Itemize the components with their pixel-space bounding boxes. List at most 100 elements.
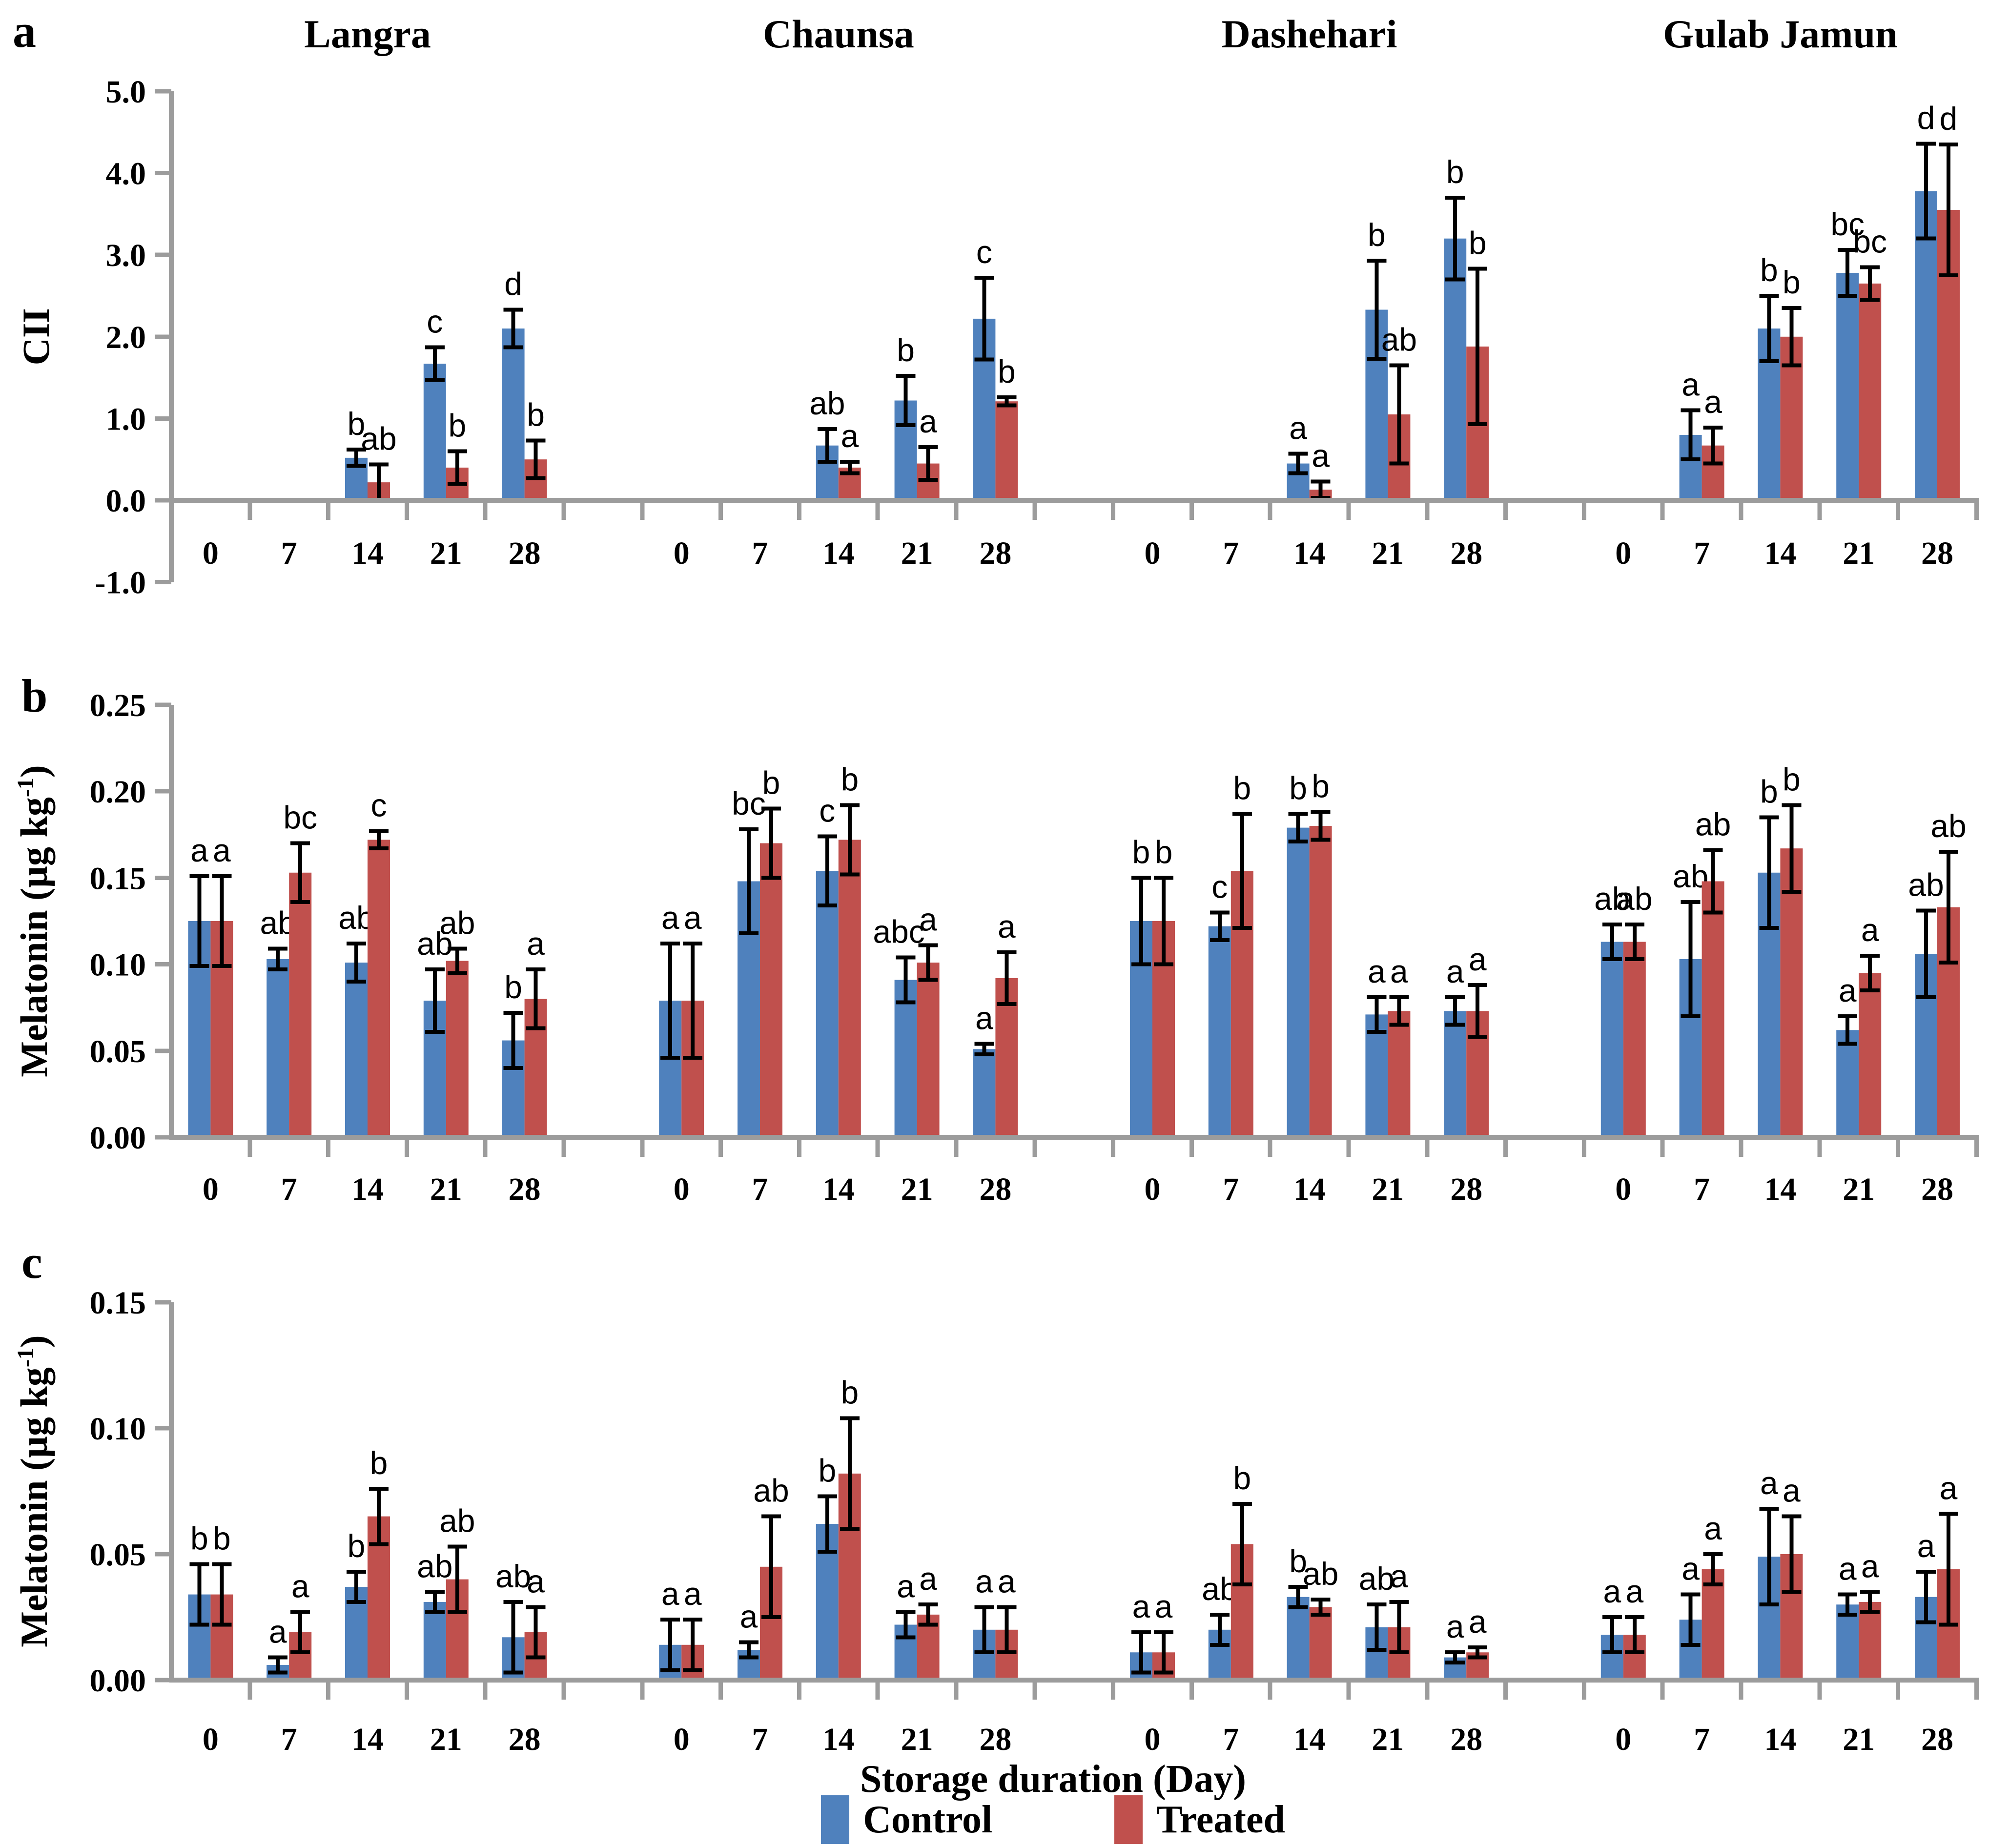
- sig-letter: a: [1681, 367, 1700, 403]
- y-tick-label: 0.00: [90, 1120, 146, 1156]
- x-tick-label: 14: [822, 535, 855, 571]
- bar-treated-day7: [289, 872, 312, 1137]
- sig-letter: ab: [417, 925, 452, 962]
- sig-letter: b: [1760, 773, 1778, 809]
- bar-treated-day21: [446, 961, 469, 1137]
- y-tick-label: 0.0: [106, 483, 146, 519]
- sig-letter: bc: [1830, 206, 1865, 242]
- sig-letter: ab: [1930, 808, 1966, 844]
- y-tick-label: 0.10: [90, 1411, 146, 1447]
- sig-letter: c: [1211, 868, 1228, 904]
- x-tick-label: 21: [1843, 535, 1875, 571]
- x-tick-label: 14: [1293, 1171, 1326, 1207]
- sig-letter: a: [1783, 1473, 1801, 1509]
- sig-letter: a: [919, 1561, 937, 1597]
- x-axis-title: Storage duration (Day): [860, 1758, 1247, 1801]
- sig-letter: a: [661, 1576, 679, 1612]
- sig-letter: bc: [283, 800, 317, 836]
- x-tick-label: 21: [1372, 1722, 1404, 1757]
- bar-control-day28: [1444, 1011, 1467, 1137]
- sig-letter: a: [919, 403, 937, 439]
- x-tick-label: 14: [1764, 1171, 1796, 1207]
- x-tick-label: 7: [1694, 1722, 1710, 1757]
- sig-letter: ab: [439, 905, 475, 941]
- x-tick-label: 7: [752, 1171, 768, 1207]
- y-axis-title: CII: [15, 308, 57, 365]
- sig-letter: b: [1783, 761, 1801, 798]
- x-tick-label: 28: [1450, 1722, 1482, 1757]
- y-tick-label: 3.0: [106, 238, 146, 273]
- x-tick-label: 7: [752, 1722, 768, 1757]
- sig-letter: a: [1625, 1573, 1643, 1609]
- sig-letter: b: [448, 407, 466, 443]
- bar-control-day21: [423, 364, 446, 500]
- x-tick-label: 14: [351, 535, 384, 571]
- x-tick-label: 28: [509, 1171, 541, 1207]
- variety-title: Chaunsa: [763, 12, 914, 56]
- bar-treated-day14: [1780, 848, 1803, 1137]
- sig-letter: b: [1760, 252, 1778, 288]
- sig-letter: a: [1839, 972, 1857, 1008]
- sig-letter: a: [1390, 953, 1408, 989]
- sig-letter: b: [504, 969, 522, 1005]
- x-tick-label: 21: [430, 535, 462, 571]
- bar-treated-day14: [1309, 826, 1332, 1137]
- sig-letter: a: [269, 1614, 287, 1650]
- x-tick-label: 7: [281, 535, 297, 571]
- sig-letter: a: [1839, 1551, 1857, 1587]
- sig-letter: a: [527, 1563, 545, 1599]
- y-tick-label: 0.00: [90, 1663, 146, 1699]
- sig-letter: b: [1155, 834, 1173, 870]
- x-tick-label: 21: [1372, 535, 1404, 571]
- bar-control-day28: [502, 329, 525, 500]
- x-tick-label: 14: [351, 1171, 384, 1207]
- y-tick-label: 0.05: [90, 1537, 146, 1573]
- sig-letter: a: [1861, 912, 1879, 948]
- control-swatch-icon: [821, 1795, 850, 1844]
- legend-label-control: Control: [863, 1798, 993, 1841]
- sig-letter: a: [1132, 1588, 1150, 1624]
- bar-control-day14: [816, 871, 839, 1137]
- sig-letter: a: [740, 1599, 758, 1635]
- x-tick-label: 0: [203, 1722, 219, 1757]
- sig-letter: d: [1917, 100, 1935, 136]
- sig-letter: a: [919, 902, 937, 938]
- x-tick-label: 0: [674, 1722, 690, 1757]
- sig-letter: b: [841, 761, 859, 798]
- x-tick-label: 28: [509, 1722, 541, 1757]
- bar-treated-day21: [917, 963, 940, 1137]
- sig-letter: a: [1289, 410, 1307, 446]
- sig-letter: a: [975, 1563, 993, 1599]
- sig-letter: b: [818, 1452, 836, 1488]
- sig-letter: b: [1446, 154, 1464, 190]
- variety-title: Gulab Jamun: [1663, 12, 1898, 56]
- sig-letter: a: [1446, 1608, 1464, 1644]
- sig-letter: b: [370, 1445, 388, 1481]
- x-tick-label: 0: [674, 535, 690, 571]
- bar-control-day28: [1444, 238, 1467, 500]
- bar-control-day14: [1287, 827, 1310, 1137]
- sig-letter: a: [1390, 1558, 1408, 1594]
- x-tick-label: 7: [752, 535, 768, 571]
- sig-letter: b: [1289, 770, 1307, 806]
- sig-letter: a: [1704, 384, 1722, 420]
- x-tick-label: 28: [1450, 535, 1482, 571]
- sig-letter: a: [975, 1000, 993, 1036]
- sig-letter: a: [190, 832, 208, 868]
- x-tick-label: 28: [979, 535, 1011, 571]
- x-tick-label: 0: [1615, 1722, 1631, 1757]
- sig-letter: a: [897, 1568, 915, 1604]
- sig-letter: b: [841, 1374, 859, 1410]
- bar-control-day14: [1287, 1597, 1310, 1680]
- sig-letter: c: [976, 234, 992, 270]
- bar-control-day21: [1836, 273, 1859, 500]
- sig-letter: b: [1469, 225, 1487, 261]
